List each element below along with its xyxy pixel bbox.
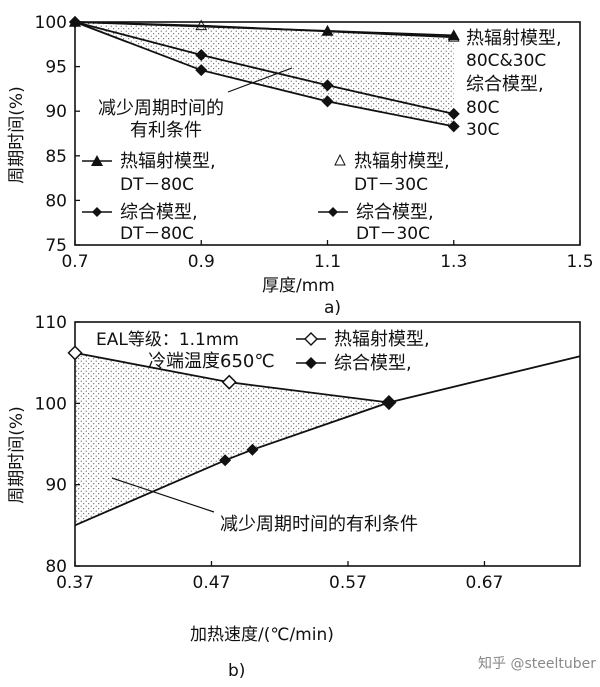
chart-a-annot-heat-2: 80C&30C [466,51,546,71]
legend-marker-triangle-filled [91,155,103,166]
series-1-point [195,19,208,31]
series-3-point [195,64,208,77]
chart-b-legend-heat: 热辐射模型, [334,329,430,350]
watermark: 知乎 @steeltuber [478,655,596,672]
y-tick-label: 80 [45,191,67,211]
x-tick-label: 1.1 [314,252,341,272]
y-tick-label: 95 [45,58,67,78]
chart-a-annot-heat-1: 热辐射模型, [466,28,562,49]
chart-b-legend-comb: 综合模型, [334,353,412,374]
y-tick-label: 80 [45,557,67,577]
series-3-point [447,120,460,133]
x-tick-label: 0.37 [56,573,94,593]
chart-a-region-label-2: 有利条件 [130,120,202,141]
chart-a-annot-comb-2: 80C [466,98,500,118]
chart-b-ticks: 0.37 0.47 0.57 0.67 80 90 100 110 [35,313,504,593]
series-2-point [195,49,208,62]
chart-b-region-label: 减少周期时间的有利条件 [220,514,418,535]
series-3-point [321,95,334,108]
chart-b-ylabel: 周期时间(%) [7,406,27,503]
chart-b-favorable-region [75,352,389,526]
series-2-point [321,79,334,92]
chart-b-markers [67,345,397,467]
chart-a-favorable-region [75,22,454,127]
x-tick-label: 1.3 [440,252,467,272]
x-tick-label: 0.57 [329,573,367,593]
legend-3-line2: DT－80C [120,224,194,244]
chart-a-region-label-1: 减少周期时间的 [98,98,224,119]
legend-4-line2: DT－30C [356,224,430,244]
legend-marker-diamond-filled [328,207,338,217]
chart-a-annot-comb-3: 30C [466,120,500,140]
chart-b-xlabel: 加热速度/(℃/min) [190,625,334,645]
series-2-point [447,107,460,120]
legend-2-line1: 热辐射模型, [354,151,450,172]
y-tick-label: 110 [35,313,67,333]
x-tick-label: 0.47 [193,573,231,593]
series-3-point [69,16,81,28]
chart-a-region-pointer [227,67,293,93]
chart-b-eal-label: EAL等级：1.1mm [96,330,239,350]
legend-1-line1: 热辐射模型, [120,151,216,172]
legend-4-line1: 综合模型, [356,202,434,223]
chart-a-markers [69,15,460,133]
series-1-point [447,31,460,42]
legend-marker-triangle-open [334,153,346,166]
y-tick-label: 90 [45,476,67,496]
x-tick-label: 0.7 [61,252,88,272]
y-tick-label: 90 [45,102,67,122]
chart-a: 0.7 0.9 1.1 1.3 1.5 75 80 85 90 95 100 厚度/mm a) 周期… [7,13,594,318]
chart-a-annot-comb-1: 综合模型, [466,74,544,95]
series-2-line [74,21,454,115]
legend-marker-diamond-filled [92,207,102,217]
y-tick-label: 100 [35,13,67,33]
legend-2-line2: DT－30C [354,175,428,195]
chart-a-xlabel: 厚度/mm [262,276,335,296]
chart-b-cold-end-label: 冷端温度650℃ [148,351,275,372]
series-0-point [67,345,83,361]
chart-a-panel-label: a) [324,298,341,318]
chart-a-legend: 热辐射模型, DT－80C 热辐射模型, DT－30C 综合模型, DT－80C… [82,151,450,244]
series-3-line [74,21,454,128]
chart-b-legend-marker-filled [305,357,317,369]
legend-3-line1: 综合模型, [120,202,198,223]
legend-1-line2: DT－80C [120,175,194,195]
x-tick-label: 0.67 [466,573,504,593]
chart-a-ticks: 0.7 0.9 1.1 1.3 1.5 75 80 85 90 95 100 [35,13,594,272]
chart-b-region-pointer [111,477,215,513]
series-0-point [221,374,237,390]
y-tick-label: 75 [45,236,67,256]
series-1-point [246,443,259,456]
x-tick-label: 0.9 [188,252,215,272]
series-0-point [321,24,334,36]
y-tick-label: 100 [35,394,67,414]
x-tick-label: 1.5 [566,252,593,272]
chart-b-panel-label: b) [228,661,245,681]
chart-b-legend-marker-open [304,332,318,346]
series-1-line [74,21,454,39]
series-1-point [382,396,395,409]
y-tick-label: 85 [45,147,67,167]
chart-a-ylabel: 周期时间(%) [7,86,27,183]
series-1-point [219,454,232,467]
